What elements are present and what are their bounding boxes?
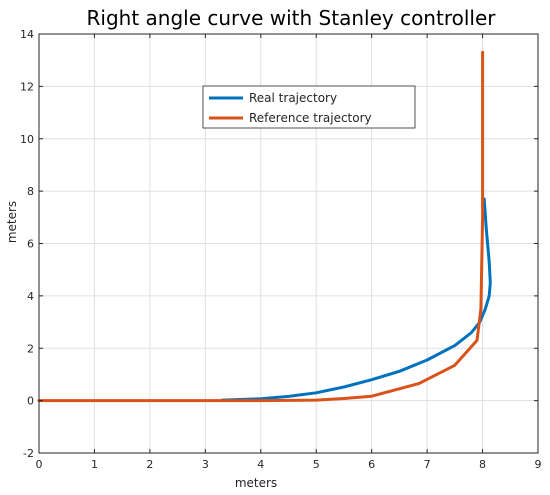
- y-tick-label: 8: [27, 185, 34, 198]
- y-tick-label: 2: [27, 342, 34, 355]
- legend-label-reference: Reference trajectory: [249, 111, 372, 125]
- x-tick-label: 8: [479, 458, 486, 471]
- y-tick-label: 0: [27, 395, 34, 408]
- chart-title: Right angle curve with Stanley controlle…: [87, 6, 497, 30]
- x-tick-label: 5: [313, 458, 320, 471]
- series-line-reference-trajectory: [37, 50, 485, 403]
- legend-label-real: Real trajectory: [249, 91, 337, 105]
- x-tick-label: 3: [202, 458, 209, 471]
- x-tick-label: 9: [535, 458, 542, 471]
- y-tick-label: 14: [20, 28, 34, 41]
- series-line-real-trajectory: [220, 197, 492, 402]
- x-tick-label: 6: [368, 458, 375, 471]
- x-axis-label: meters: [235, 476, 277, 490]
- y-tick-label: 6: [27, 238, 34, 251]
- x-tick-label: 2: [146, 458, 153, 471]
- x-tick-label: 7: [424, 458, 431, 471]
- y-tick-label: 12: [20, 80, 34, 93]
- x-tick-label: 4: [257, 458, 264, 471]
- y-axis-label: meters: [5, 201, 19, 243]
- legend-box: [202, 85, 416, 129]
- series-layer: [37, 50, 492, 403]
- y-tick-label: 10: [20, 133, 34, 146]
- legend: Real trajectory Reference trajectory: [202, 85, 416, 129]
- x-tick-label: 1: [91, 458, 98, 471]
- y-tick-label: -2: [23, 447, 34, 460]
- x-tick-label: 0: [36, 458, 43, 471]
- y-tick-label: 4: [27, 290, 34, 303]
